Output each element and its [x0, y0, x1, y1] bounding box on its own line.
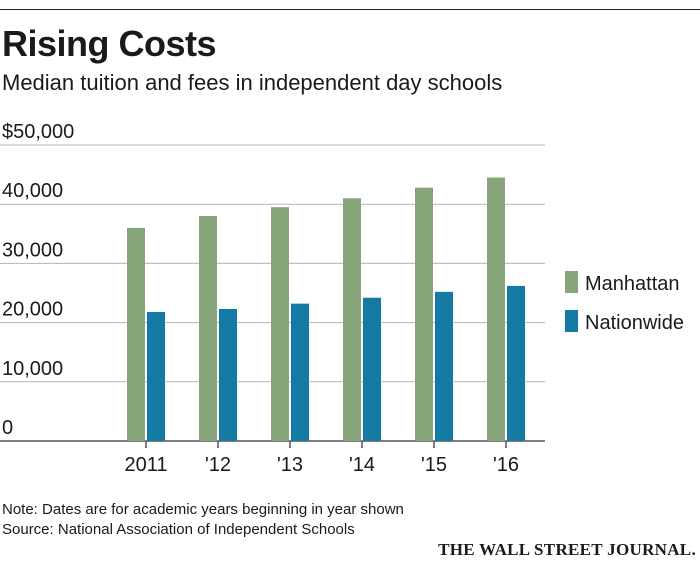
legend-swatch	[565, 310, 578, 332]
x-tick-label: '14	[349, 454, 375, 476]
publisher-logo: THE WALL STREET JOURNAL.	[438, 540, 696, 559]
chart-title: Rising Costs	[2, 23, 217, 64]
y-tick-label: 0	[2, 417, 13, 439]
bar-nationwide	[219, 308, 237, 441]
y-tick-label: 30,000	[2, 239, 63, 261]
bar-nationwide	[291, 303, 309, 441]
legend-swatch	[565, 271, 578, 293]
bar-manhattan	[199, 216, 217, 441]
legend-label: Nationwide	[585, 312, 684, 334]
bar-manhattan	[127, 227, 145, 441]
bar-nationwide	[147, 311, 165, 441]
legend-label: Manhattan	[585, 273, 680, 295]
y-tick-label: 40,000	[2, 180, 63, 202]
chart-subtitle: Median tuition and fees in independent d…	[2, 70, 503, 95]
x-axis-ticks: 2011 '12 '13 '14 '15 '16	[124, 441, 519, 476]
chart-source: Source: National Association of Independ…	[2, 521, 355, 538]
bar-nationwide	[507, 285, 525, 441]
x-tick-label: '15	[421, 454, 447, 476]
bar-layer	[127, 177, 525, 441]
bar-nationwide	[435, 291, 453, 441]
bar-manhattan	[271, 207, 289, 441]
x-tick-label: '12	[205, 454, 231, 476]
top-rule	[0, 9, 700, 10]
chart-note: Note: Dates are for academic years begin…	[2, 501, 404, 518]
x-tick-label: 2011	[124, 454, 167, 476]
x-tick-label: '13	[277, 454, 303, 476]
y-tick-label: $50,000	[2, 121, 74, 143]
bar-nationwide	[363, 297, 381, 441]
bar-manhattan	[487, 177, 505, 441]
x-tick-label: '16	[493, 454, 519, 476]
y-tick-label: 10,000	[2, 358, 63, 380]
bar-manhattan	[415, 187, 433, 441]
legend: Manhattan Nationwide	[565, 271, 684, 334]
y-tick-label: 20,000	[2, 299, 63, 321]
bar-manhattan	[343, 198, 361, 441]
